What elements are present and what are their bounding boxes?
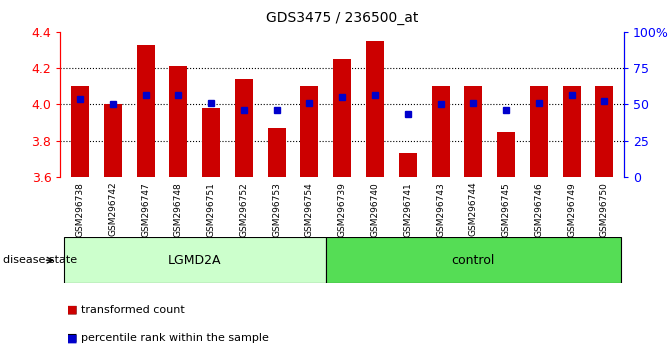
Bar <box>235 79 253 177</box>
Text: GSM296740: GSM296740 <box>370 182 380 236</box>
Text: ■: ■ <box>67 333 78 343</box>
Text: GSM296745: GSM296745 <box>501 182 511 236</box>
Bar <box>333 59 351 177</box>
Bar <box>169 66 187 177</box>
Bar <box>497 132 515 177</box>
Bar <box>530 86 548 177</box>
Bar <box>268 128 286 177</box>
Bar <box>137 45 154 177</box>
Bar <box>326 237 621 283</box>
Text: GSM296747: GSM296747 <box>141 182 150 236</box>
Text: ■ transformed count: ■ transformed count <box>67 305 185 315</box>
Bar <box>366 41 384 177</box>
Text: GDS3475 / 236500_at: GDS3475 / 236500_at <box>266 11 419 25</box>
Bar <box>464 86 482 177</box>
Text: GSM296754: GSM296754 <box>305 182 314 236</box>
Text: GSM296753: GSM296753 <box>272 182 281 237</box>
Bar <box>431 86 450 177</box>
Bar <box>301 86 319 177</box>
Text: GSM296748: GSM296748 <box>174 182 183 236</box>
Text: GSM296739: GSM296739 <box>338 182 347 237</box>
Bar <box>71 86 89 177</box>
Bar <box>595 86 613 177</box>
Text: ■: ■ <box>67 305 78 315</box>
Text: LGMD2A: LGMD2A <box>168 254 221 267</box>
Text: GSM296742: GSM296742 <box>108 182 117 236</box>
Text: GSM296741: GSM296741 <box>403 182 412 236</box>
Text: GSM296749: GSM296749 <box>567 182 576 236</box>
Text: disease state: disease state <box>3 255 77 265</box>
Text: GSM296743: GSM296743 <box>436 182 445 236</box>
Text: GSM296751: GSM296751 <box>207 182 215 237</box>
Text: GSM296738: GSM296738 <box>76 182 85 237</box>
Bar <box>202 108 220 177</box>
Bar <box>64 237 326 283</box>
Bar <box>104 104 122 177</box>
Text: ■ percentile rank within the sample: ■ percentile rank within the sample <box>67 333 269 343</box>
Text: control: control <box>452 254 495 267</box>
Bar <box>562 86 580 177</box>
Text: GSM296752: GSM296752 <box>240 182 248 236</box>
Bar <box>399 153 417 177</box>
Text: GSM296744: GSM296744 <box>469 182 478 236</box>
Text: GSM296746: GSM296746 <box>534 182 544 236</box>
Text: GSM296750: GSM296750 <box>600 182 609 237</box>
